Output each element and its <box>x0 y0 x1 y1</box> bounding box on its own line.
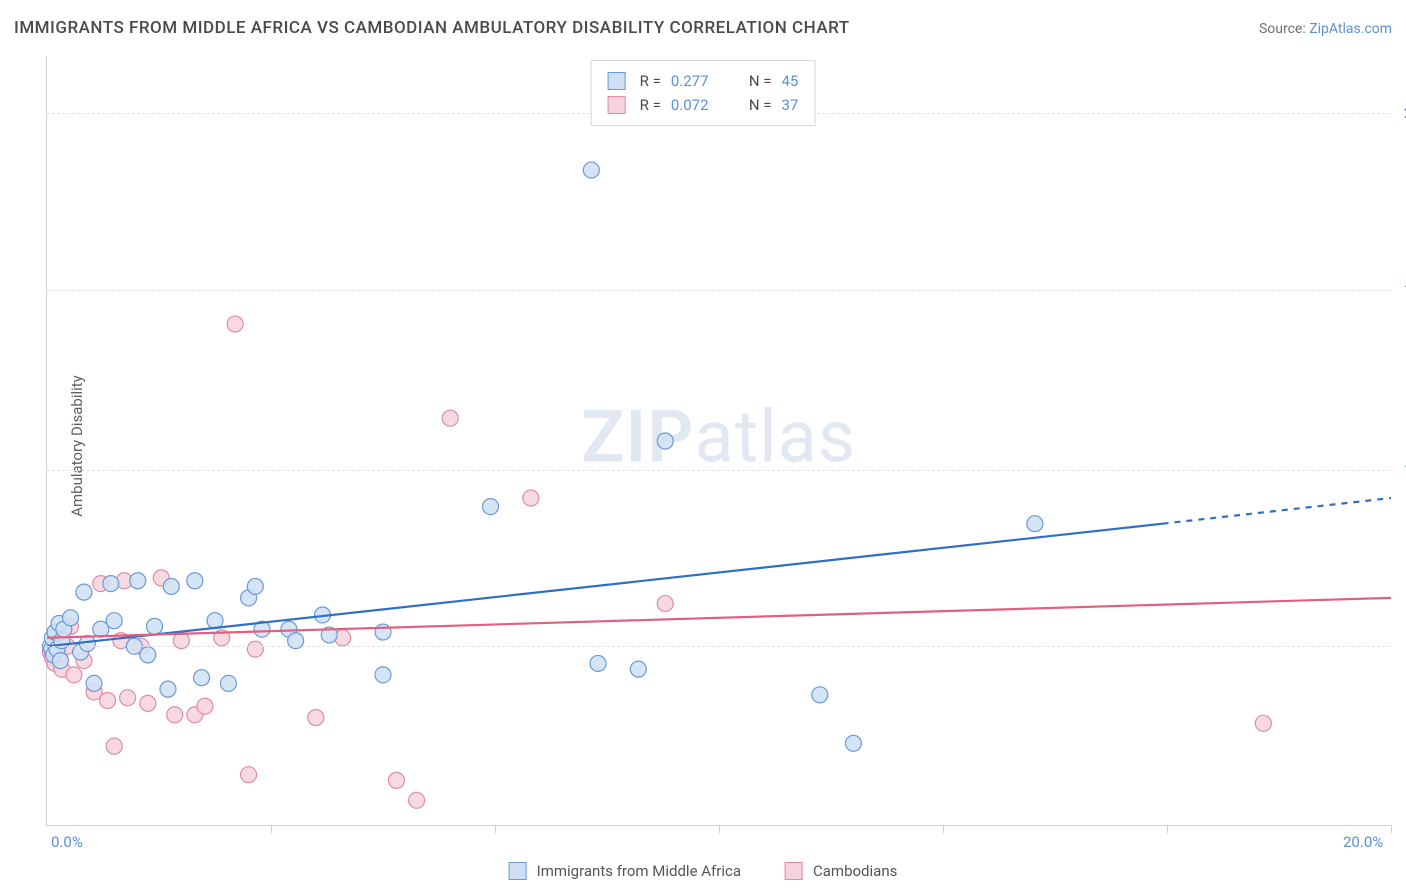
scatter-point-blue <box>483 499 499 515</box>
scatter-point-pink <box>388 772 404 788</box>
scatter-point-pink <box>657 596 673 612</box>
scatter-point-blue <box>375 667 391 683</box>
r-label: R = <box>640 93 661 117</box>
chart-title: IMMIGRANTS FROM MIDDLE AFRICA VS CAMBODI… <box>14 18 850 38</box>
scatter-point-blue <box>590 655 606 671</box>
scatter-point-pink <box>241 767 257 783</box>
scatter-point-pink <box>247 641 263 657</box>
series-legend-label: Immigrants from Middle Africa <box>537 862 741 880</box>
series-legend-item-blue: Immigrants from Middle Africa <box>509 862 741 880</box>
scatter-point-pink <box>66 667 82 683</box>
legend-swatch <box>509 862 527 880</box>
scatter-point-blue <box>187 573 203 589</box>
correlation-legend: R = 0.277 N = 45 R = 0.072 N = 37 <box>591 60 816 126</box>
scatter-point-pink <box>106 738 122 754</box>
scatter-point-blue <box>194 670 210 686</box>
x-tick <box>719 825 720 833</box>
x-tick <box>495 825 496 833</box>
n-value: 37 <box>781 93 798 117</box>
n-label: N = <box>749 69 772 93</box>
gridline <box>47 646 1390 647</box>
x-tick <box>943 825 944 833</box>
scatter-point-blue <box>583 162 599 178</box>
trend-line-dashed-blue <box>1163 498 1391 524</box>
source-attribution: Source: ZipAtlas.com <box>1259 21 1392 37</box>
legend-swatch <box>608 72 626 90</box>
chart-container: IMMIGRANTS FROM MIDDLE AFRICA VS CAMBODI… <box>0 0 1406 892</box>
scatter-point-pink <box>120 690 136 706</box>
scatter-point-blue <box>63 610 79 626</box>
n-value: 45 <box>781 69 798 93</box>
scatter-point-blue <box>845 735 861 751</box>
trend-line-blue <box>47 524 1163 647</box>
scatter-point-blue <box>247 578 263 594</box>
correlation-legend-row-pink: R = 0.072 N = 37 <box>608 93 799 117</box>
scatter-point-pink <box>409 792 425 808</box>
x-tick-label: 20.0% <box>1343 833 1383 851</box>
scatter-point-pink <box>99 693 115 709</box>
x-tick <box>271 825 272 833</box>
scatter-point-pink <box>140 695 156 711</box>
source-prefix: Source: <box>1259 21 1309 37</box>
series-legend: Immigrants from Middle Africa Cambodians <box>509 862 898 880</box>
correlation-legend-row-blue: R = 0.277 N = 45 <box>608 69 799 93</box>
scatter-point-pink <box>523 490 539 506</box>
scatter-point-blue <box>375 624 391 640</box>
scatter-point-pink <box>197 698 213 714</box>
scatter-point-blue <box>220 675 236 691</box>
scatter-point-pink <box>308 710 324 726</box>
scatter-point-blue <box>1027 516 1043 532</box>
r-value: 0.072 <box>671 93 727 117</box>
series-legend-item-pink: Cambodians <box>785 862 897 880</box>
x-tick-label: 0.0% <box>51 833 83 851</box>
gridline <box>47 470 1390 471</box>
source-link[interactable]: ZipAtlas.com <box>1309 21 1392 37</box>
r-label: R = <box>640 69 661 93</box>
scatter-point-blue <box>103 576 119 592</box>
scatter-point-blue <box>657 433 673 449</box>
scatter-point-blue <box>130 573 146 589</box>
plot-area: ZIPatlas 6.3%12.5%18.8%25.0%0.0%20.0% <box>46 56 1390 826</box>
scatter-point-blue <box>76 584 92 600</box>
scatter-point-pink <box>1255 715 1271 731</box>
title-bar: IMMIGRANTS FROM MIDDLE AFRICA VS CAMBODI… <box>14 18 1392 38</box>
scatter-point-blue <box>812 687 828 703</box>
r-value: 0.277 <box>671 69 727 93</box>
legend-swatch <box>785 862 803 880</box>
scatter-point-blue <box>106 613 122 629</box>
n-label: N = <box>749 93 772 117</box>
scatter-point-pink <box>167 707 183 723</box>
gridline <box>47 290 1390 291</box>
x-tick <box>1391 825 1392 833</box>
scatter-point-blue <box>147 618 163 634</box>
legend-swatch <box>608 96 626 114</box>
scatter-point-blue <box>160 681 176 697</box>
scatter-point-blue <box>86 675 102 691</box>
scatter-point-pink <box>442 410 458 426</box>
plot-svg <box>47 56 1390 825</box>
x-tick <box>1167 825 1168 833</box>
scatter-point-blue <box>140 647 156 663</box>
series-legend-label: Cambodians <box>813 862 897 880</box>
scatter-point-blue <box>630 661 646 677</box>
scatter-point-pink <box>227 316 243 332</box>
scatter-point-blue <box>52 653 68 669</box>
scatter-point-blue <box>163 578 179 594</box>
